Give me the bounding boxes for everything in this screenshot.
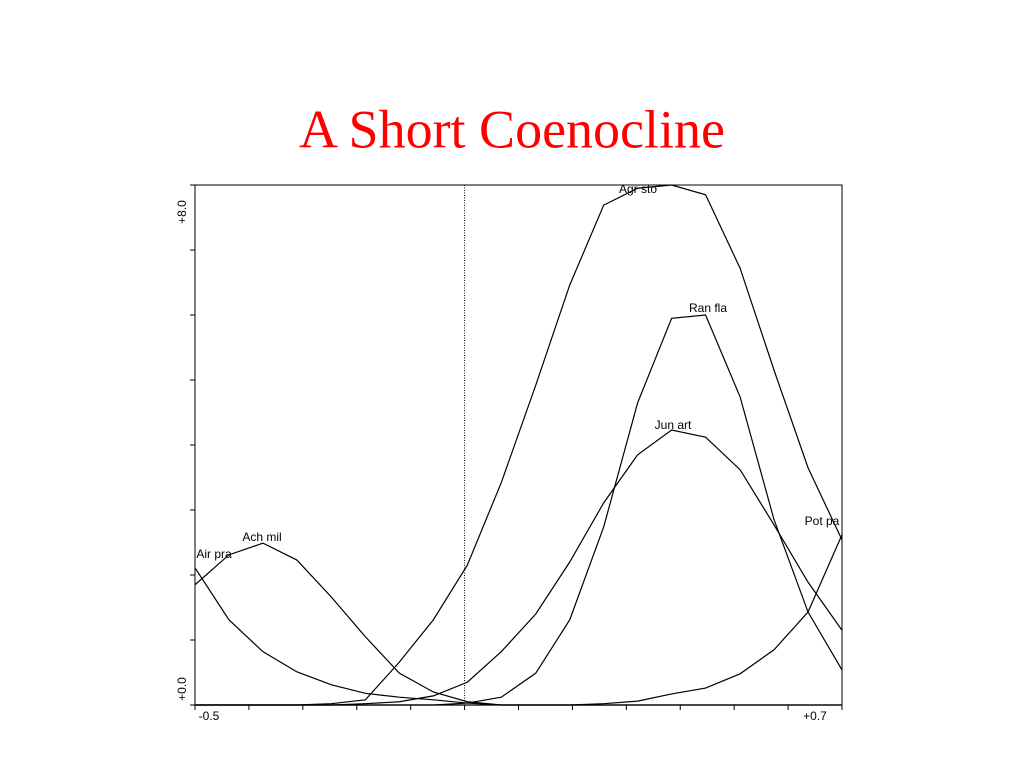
y-tick-label: +8.0: [175, 200, 189, 224]
series-line: [195, 429, 843, 706]
x-tick-label: -0.5: [199, 709, 220, 723]
series-label: Agr sto: [619, 182, 657, 196]
chart-title: A Short Coenocline: [299, 99, 725, 159]
series-line: [194, 567, 842, 706]
x-tick-label: +0.7: [803, 709, 827, 723]
series-line: [195, 534, 843, 706]
series-label: Ran fla: [689, 301, 727, 315]
series-label: Ach mil: [242, 530, 281, 544]
series-label: Air pra: [196, 547, 232, 561]
y-tick-label: +0.0: [175, 677, 189, 701]
series-label: Pot pa: [805, 514, 840, 528]
series-line: [195, 314, 843, 706]
series-label: Jun art: [655, 418, 692, 432]
plot-frame: [194, 184, 843, 706]
series-line: [195, 184, 843, 706]
series-line: [194, 542, 842, 706]
